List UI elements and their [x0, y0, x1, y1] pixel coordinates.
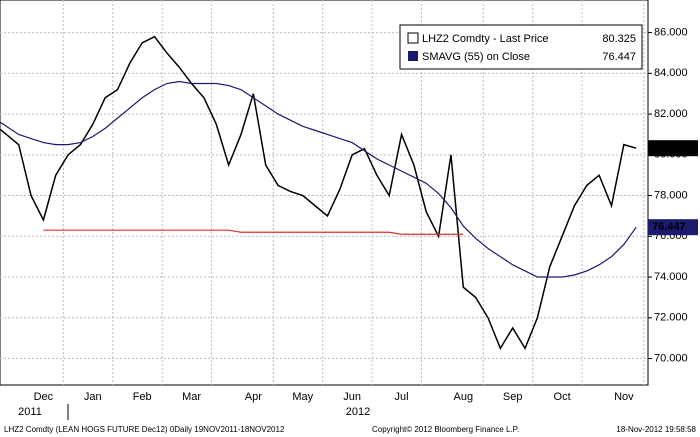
last-value-label: 76.447: [652, 221, 686, 233]
x-tick-label: Jul: [395, 391, 409, 403]
y-tick-label: 84.000: [654, 67, 688, 79]
legend-value: 80.325: [602, 33, 636, 45]
y-tick-label: 86.000: [654, 26, 688, 38]
x-tick-label: Apr: [245, 391, 262, 403]
year-label: 2012: [346, 406, 370, 418]
y-tick-label: 82.000: [654, 108, 688, 120]
y-tick-label: 70.000: [654, 352, 688, 364]
y-tick-label: 78.000: [654, 189, 688, 201]
x-tick-label: Jun: [343, 391, 361, 403]
legend-swatch: [407, 32, 419, 44]
footer-left: LHZ2 Comdty (LEAN HOGS FUTURE Dec12) 0Da…: [4, 425, 285, 434]
y-tick-label: 74.000: [654, 271, 688, 283]
legend-label: SMAVG (55) on Close: [422, 51, 530, 63]
last-value-label: 80.325: [652, 142, 686, 154]
legend-box: [399, 24, 643, 70]
footer-right: 18-Nov-2012 19:58:58: [616, 425, 696, 434]
footer-center: Copyright© 2012 Bloomberg Finance L.P.: [372, 425, 519, 434]
last-value-box: [648, 219, 698, 236]
legend-value: 76.447: [602, 51, 636, 63]
last-value-box: [648, 140, 698, 157]
x-tick-label: Oct: [554, 391, 571, 403]
x-tick-label: Dec: [34, 391, 54, 403]
x-tick-label: Nov: [614, 391, 634, 403]
marks: [0, 35, 637, 351]
x-tick-label: Aug: [454, 391, 474, 403]
legend-swatch: [408, 51, 418, 61]
x-tick-label: Sep: [503, 391, 523, 403]
axes: 70.00072.00074.00076.00078.00080.00082.0…: [34, 26, 698, 403]
year-label: 2011: [18, 406, 42, 418]
x-tick-label: May: [292, 391, 313, 403]
y-tick-label: 72.000: [654, 312, 688, 324]
legend-label: LHZ2 Comdty - Last Price: [422, 33, 549, 45]
series-line: [0, 35, 637, 351]
series-line: [0, 80, 637, 278]
x-tick-label: Jan: [84, 391, 102, 403]
x-tick-label: Mar: [182, 391, 201, 403]
x-tick-label: Feb: [133, 391, 152, 403]
series-line: [43, 229, 464, 235]
